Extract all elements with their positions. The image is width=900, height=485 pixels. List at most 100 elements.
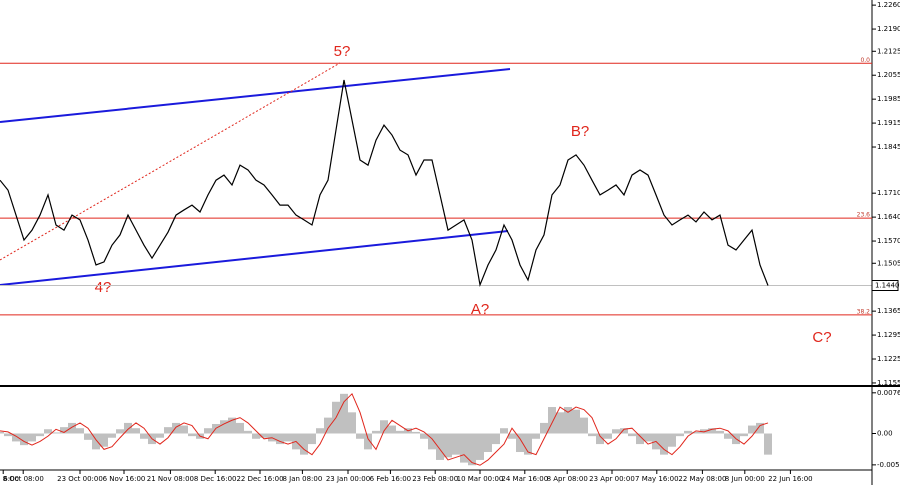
histogram-bar (308, 433, 316, 445)
x-tick-label: 10 Mar 00:00 (457, 475, 504, 483)
x-tick-label: 6 Nov 16:00 (103, 475, 146, 483)
histogram-bar (660, 433, 668, 455)
histogram-bar (124, 422, 132, 434)
histogram-bar (412, 431, 420, 434)
y-tick-label: 1.1225 (877, 355, 900, 363)
histogram-bar (436, 433, 444, 460)
x-tick-label: 23 Oct 00:00 (57, 475, 103, 483)
price-box (871, 280, 899, 292)
histogram-bar (708, 428, 716, 434)
y-tick-label: 1.2260 (877, 1, 900, 9)
histogram-bar (156, 433, 164, 438)
histogram-bar (644, 433, 652, 442)
x-tick-label: 8 Oct 08:00 (3, 475, 44, 483)
histogram-bar (716, 430, 724, 434)
histogram-bar (364, 433, 372, 450)
y-tick-label: 1.2190 (877, 25, 900, 33)
histogram-bar (676, 433, 684, 437)
histogram-bar (636, 433, 644, 445)
x-tick-label: 22 May 08:00 (678, 475, 726, 483)
x-tick-label: 21 Nov 08:00 (147, 475, 194, 483)
histogram-bar (44, 429, 52, 434)
histogram-bar (84, 433, 92, 440)
histogram-bar (380, 420, 388, 434)
histogram-bar (356, 433, 364, 439)
x-tick-label: 24 Mar 16:00 (501, 475, 548, 483)
histogram-bar (188, 433, 196, 437)
price-line (0, 79, 769, 287)
histogram-bar (556, 412, 564, 434)
y-tick-label: 1.1570 (877, 237, 900, 245)
histogram-bar (516, 433, 524, 453)
price-label: 1.1440 (875, 282, 900, 290)
histogram-bar (204, 428, 212, 434)
x-tick-label: 22 Dec 16:00 (236, 475, 283, 483)
histogram-bar (20, 433, 28, 446)
histogram-bar (396, 430, 404, 434)
x-tick-label: 22 Jun 16:00 (768, 475, 812, 483)
histogram-bar (140, 433, 148, 439)
histogram-bar (220, 420, 228, 434)
y-tick-label: 1.1915 (877, 119, 900, 127)
histogram-bar (692, 431, 700, 434)
histogram-bar (260, 433, 268, 438)
histogram-bar (588, 433, 596, 437)
wave-label: B? (571, 123, 589, 140)
histogram-bar (604, 433, 612, 439)
histogram-bar (668, 433, 676, 447)
histogram-bar (420, 433, 428, 439)
y-tick-label: 1.1985 (877, 95, 900, 103)
histogram-bar (700, 429, 708, 434)
y-tick-label: 1.2125 (877, 47, 900, 55)
histogram-bar (444, 433, 452, 458)
y-tick-label: 1.2055 (877, 71, 900, 79)
y-tick-label: 1.1155 (877, 379, 900, 387)
y-tick-label: 1.1365 (877, 307, 900, 315)
x-tick-label: 8 Jan 08:00 (282, 475, 322, 483)
histogram-bar (0, 431, 4, 434)
histogram-bar (76, 428, 84, 434)
x-tick-label: 8 Jun 00:00 (725, 475, 765, 483)
histogram-bar (612, 429, 620, 434)
y-tick-label: 0.00769 (877, 389, 900, 397)
histogram-bar (92, 433, 100, 450)
histogram-bar (372, 430, 380, 434)
histogram-bar (116, 429, 124, 434)
y-tick-label: 1.1640 (877, 213, 900, 221)
x-tick-label: 23 Apr 00:00 (589, 475, 635, 483)
histogram-bar (100, 433, 108, 447)
histogram-bar (564, 407, 572, 434)
histogram-bar (324, 417, 332, 434)
y-tick-label: 1.1505 (877, 259, 900, 267)
y-tick-label: 1.1845 (877, 143, 900, 151)
histogram-bar (532, 433, 540, 439)
histogram-bar (28, 433, 36, 442)
histogram-bar (484, 433, 492, 453)
wave-label: 4? (95, 279, 112, 296)
x-tick-label: 8 Apr 08:00 (547, 475, 588, 483)
histogram-bar (460, 433, 468, 463)
histogram-bar (476, 433, 484, 460)
x-tick-label: 8 Dec 16:00 (194, 475, 237, 483)
histogram-bar (764, 433, 772, 455)
histogram-bar (572, 409, 580, 434)
x-tick-label: 6:00 (3, 475, 19, 483)
histogram-bar (596, 433, 604, 445)
x-tick-label: 6 Feb 16:00 (370, 475, 411, 483)
histogram-bar (620, 428, 628, 434)
histogram-bar (540, 422, 548, 434)
histogram-bar (548, 407, 556, 434)
histogram-bar (684, 430, 692, 434)
histogram-bar (724, 433, 732, 439)
histogram-bar (164, 427, 172, 434)
level-label: 38.2 (857, 308, 871, 315)
level-label: 0.0 (860, 57, 870, 64)
histogram-bar (428, 433, 436, 450)
y-tick-label: 1.1295 (877, 331, 900, 339)
x-tick-label: 7 May 16:00 (635, 475, 679, 483)
histogram-bar (4, 433, 12, 437)
histogram-bar (12, 433, 20, 442)
histogram-bar (36, 433, 44, 437)
histogram-bar (172, 422, 180, 434)
